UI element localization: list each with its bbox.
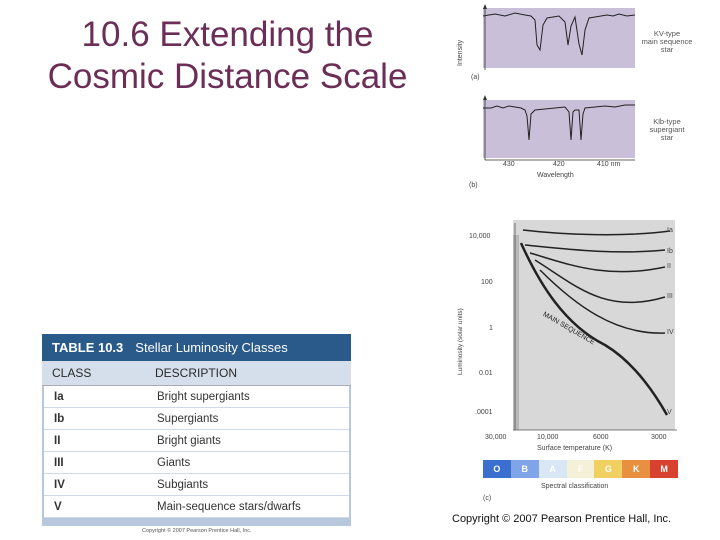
table-row: Ia Bright supergiants (44, 386, 349, 408)
cell-class: III (54, 456, 64, 469)
title-line-1: 10.6 Extending the (81, 15, 374, 54)
cell-class: V (54, 500, 62, 513)
top-spectrum-line (482, 12, 636, 56)
x-tick-6000: 6000 (593, 434, 609, 441)
y-tick-001: 0.01 (479, 370, 493, 377)
track-ib (524, 244, 666, 253)
top-spectrum-panel (483, 8, 635, 68)
bottom-star-label: Klb-type supergiant star (649, 117, 685, 142)
x-tick-3000: 3000 (651, 434, 667, 441)
slide-title: 10.6 Extending the Cosmic Distance Scale (0, 14, 455, 98)
x-tick-30000: 30,000 (485, 434, 507, 441)
spectral-o: O (483, 460, 511, 478)
spectral-label: Spectral classification (541, 483, 609, 490)
table-credit: Copyright © 2007 Pearson Prentice Hall, … (142, 528, 252, 534)
cell-class: Ib (54, 412, 65, 425)
track-iii (534, 259, 666, 304)
table-number: TABLE 10.3 (52, 340, 124, 355)
spectral-k: K (622, 460, 651, 478)
table-caption: TABLE 10.3 Stellar Luminosity Classes (42, 334, 351, 361)
panel-c-label: (c) (483, 495, 492, 502)
spectral-f: F (566, 460, 595, 478)
luminosity-class-table: TABLE 10.3 Stellar Luminosity Classes CL… (42, 334, 351, 526)
cell-description: Bright giants (157, 434, 221, 447)
hr-diagram: Luminosity (solar units) 10,000 100 1 0.… (455, 215, 720, 510)
table-row: III Giants (44, 452, 349, 474)
y-tick-00001: .0001 (475, 409, 493, 416)
tick-430: 430 (503, 161, 515, 168)
class-ii-label: II (667, 263, 671, 270)
title-line-2: Cosmic Distance Scale (47, 57, 408, 96)
cell-description: Main-sequence stars/dwarfs (157, 500, 301, 513)
bottom-spectrum-panel (483, 100, 635, 158)
spectral-g: G (594, 460, 623, 478)
top-star-label: KV-type main sequence star (641, 29, 693, 54)
track-iv (539, 269, 666, 334)
bottom-spectrum-line (483, 104, 635, 141)
cell-class: IV (54, 478, 65, 491)
class-iii-label: III (667, 293, 673, 300)
cell-description: Bright supergiants (157, 390, 250, 403)
spectra-ylabel: Intensity (457, 39, 464, 66)
table-header-row: CLASS DESCRIPTION (42, 361, 351, 386)
cell-class: II (54, 434, 61, 447)
y-tick-1: 1 (489, 325, 493, 332)
spectral-class-bar: O B A F G K M (483, 460, 679, 478)
class-ia-label: Ia (667, 227, 673, 234)
track-ia (522, 229, 671, 236)
spectral-a: A (538, 460, 567, 478)
cell-class: Ia (54, 390, 64, 403)
class-v-label: V (667, 409, 672, 416)
cell-description: Giants (157, 456, 191, 469)
table-row: V Main-sequence stars/dwarfs (44, 496, 349, 518)
cell-description: Subgiants (157, 478, 209, 491)
x-tick-10000: 10,000 (537, 434, 559, 441)
header-class: CLASS (52, 366, 92, 380)
copyright-notice: Copyright © 2007 Pearson Prentice Hall, … (452, 513, 672, 525)
spectral-b: B (510, 460, 539, 478)
class-ib-label: Ib (667, 248, 673, 255)
tick-410: 410 nm (597, 161, 621, 168)
hr-ylabel: Luminosity (solar units) (457, 308, 464, 375)
panel-b-label: (b) (469, 182, 478, 189)
y-tick-100: 100 (481, 279, 493, 286)
spectra-figure: Intensity (a) (b) KV-type main sequence st… (455, 0, 720, 200)
track-ii (529, 252, 666, 273)
table-row: Ib Supergiants (44, 408, 349, 430)
hr-plot-area (513, 220, 675, 430)
spectra-graphic (482, 4, 636, 161)
hr-xlabel: Surface temperature (K) (537, 445, 613, 452)
panel-a-label: (a) (471, 74, 480, 81)
spectra-xlabel: Wavelength (537, 172, 574, 179)
class-iv-label: IV (667, 329, 674, 336)
cell-description: Supergiants (157, 412, 219, 425)
header-description: DESCRIPTION (155, 366, 238, 380)
table-row: II Bright giants (44, 430, 349, 452)
track-v-main-sequence (519, 242, 669, 416)
spectral-m: M (650, 460, 679, 478)
table-title: Stellar Luminosity Classes (135, 340, 288, 355)
tick-420: 420 (553, 161, 565, 168)
y-tick-10000: 10,000 (469, 233, 491, 240)
table-row: IV Subgiants (44, 474, 349, 496)
